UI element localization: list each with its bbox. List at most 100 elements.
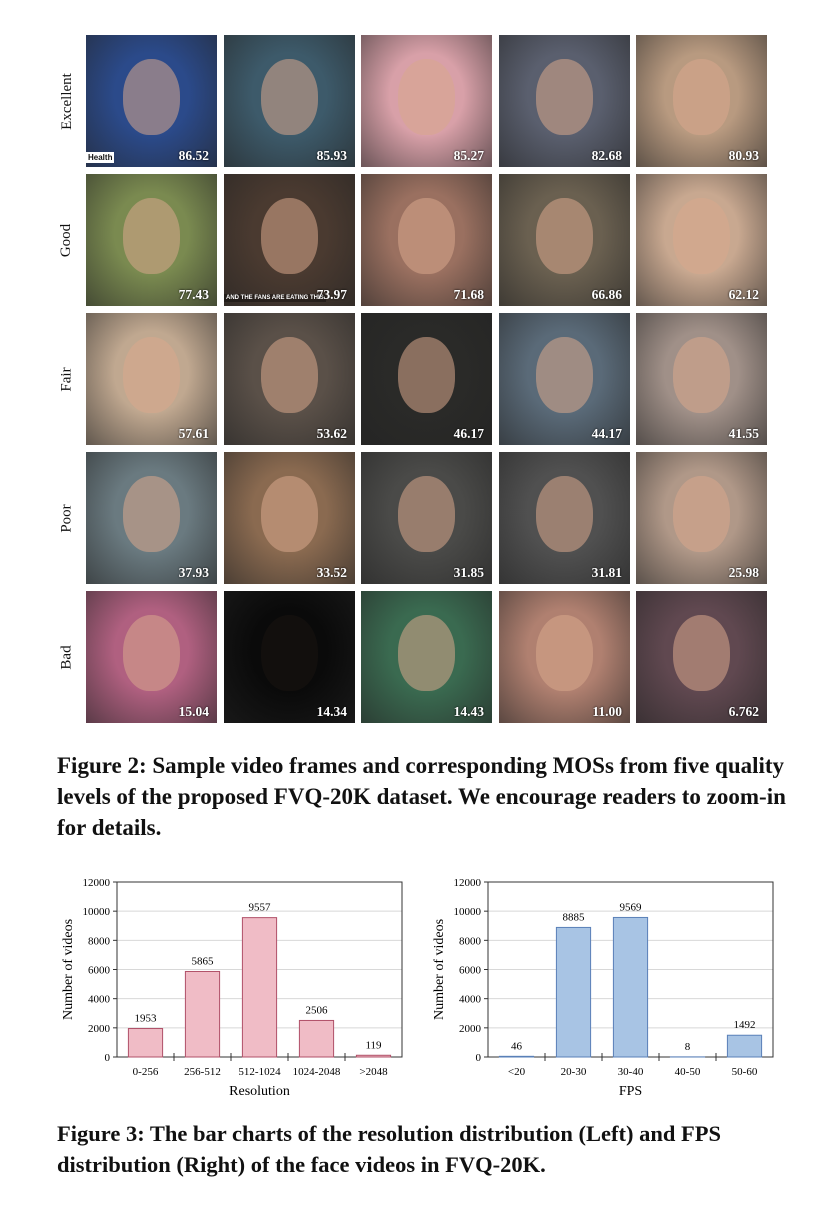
mos-score: 6.762 <box>728 704 759 719</box>
face-image <box>672 614 731 692</box>
video-frame: 31.85 <box>361 452 492 584</box>
video-frame: 85.93 <box>224 35 355 167</box>
frame-overlay-text: Health <box>86 152 115 163</box>
mos-score: 62.12 <box>728 287 759 302</box>
bar-512-1024 <box>241 917 278 1058</box>
video-frame: 80.93 <box>636 35 767 167</box>
bar-20-30 <box>555 926 592 1058</box>
video-frame: 37.93 <box>86 452 217 584</box>
video-frame: 6.762 <box>636 591 767 723</box>
frame-overlay-text: AND THE FANS ARE EATING THIS <box>224 294 326 302</box>
x-axis-label: Resolution <box>229 1084 290 1099</box>
video-frame: 44.17 <box>499 313 630 445</box>
video-frame: 82.68 <box>499 35 630 167</box>
video-frame: Health 86.52 <box>86 35 217 167</box>
mos-score: 33.52 <box>316 565 347 580</box>
mos-score: 66.86 <box>591 287 622 302</box>
bar-256-512 <box>184 970 221 1058</box>
face-image <box>260 475 319 553</box>
face-image <box>397 475 456 553</box>
mos-score: 53.62 <box>316 426 347 441</box>
bar-30-40 <box>612 916 649 1058</box>
figure-2-caption: Figure 2: Sample video frames and corres… <box>57 753 786 840</box>
mos-score: 85.27 <box>453 148 484 163</box>
face-image <box>672 336 731 414</box>
x-tick-label: >2048 <box>359 1066 388 1078</box>
mos-score: 14.43 <box>453 704 484 719</box>
mos-score: 14.34 <box>316 704 347 719</box>
face-image <box>535 197 594 275</box>
x-tick-label: 0-256 <box>133 1066 159 1078</box>
y-tick-label: 12000 <box>83 877 111 889</box>
video-frame: 14.43 <box>361 591 492 723</box>
mos-score: 71.68 <box>453 287 484 302</box>
y-tick-label: 6000 <box>459 965 482 977</box>
video-frame: 41.55 <box>636 313 767 445</box>
data-label: 5865 <box>192 955 215 967</box>
video-frame: 46.17 <box>361 313 492 445</box>
video-frame: 25.98 <box>636 452 767 584</box>
x-tick-label: <20 <box>508 1066 526 1078</box>
x-tick-label: 40-50 <box>675 1066 701 1078</box>
face-image <box>397 197 456 275</box>
x-axis-label: FPS <box>619 1084 642 1099</box>
y-tick-label: 2000 <box>88 1023 111 1035</box>
y-tick-label: 8000 <box>459 935 482 947</box>
figure-3-charts: 0 2000 4000 6000 8000 10000 12000 1953 0-256 5865… <box>61 877 774 1099</box>
y-tick-label: 8000 <box>88 935 111 947</box>
face-image <box>672 475 731 553</box>
figure-3-caption: Figure 3: The bar charts of the resoluti… <box>57 1121 721 1177</box>
video-frame: 71.68 <box>361 174 492 306</box>
video-frame: 31.81 <box>499 452 630 584</box>
x-tick-label: 30-40 <box>618 1066 644 1078</box>
mos-score: 31.81 <box>591 565 622 580</box>
data-label: 8885 <box>563 911 586 923</box>
data-label: 1953 <box>135 1013 158 1025</box>
data-label: 46 <box>511 1040 523 1052</box>
face-image <box>397 614 456 692</box>
x-tick-label: 1024-2048 <box>293 1066 341 1078</box>
face-image <box>122 475 181 553</box>
bar-<20 <box>498 1055 535 1058</box>
mos-score: 57.61 <box>178 426 209 441</box>
face-image <box>122 336 181 414</box>
mos-score: 37.93 <box>178 565 209 580</box>
face-image <box>397 58 456 136</box>
y-tick-label: 6000 <box>88 965 111 977</box>
face-image <box>122 197 181 275</box>
mos-score: 82.68 <box>591 148 622 163</box>
data-label: 119 <box>365 1039 382 1051</box>
bar->2048 <box>355 1054 392 1058</box>
face-image <box>535 475 594 553</box>
face-image <box>397 336 456 414</box>
data-label: 1492 <box>734 1019 756 1031</box>
face-image <box>535 58 594 136</box>
video-frame: 53.62 <box>224 313 355 445</box>
bar-50-60 <box>726 1034 763 1058</box>
face-image <box>260 336 319 414</box>
mos-score: 85.93 <box>316 148 347 163</box>
face-image <box>260 197 319 275</box>
data-label: 9557 <box>249 902 272 914</box>
y-tick-label: 0 <box>476 1052 482 1064</box>
mos-score: 86.52 <box>178 148 209 163</box>
mos-score: 15.04 <box>178 704 209 719</box>
y-axis-label: Number of videos <box>432 919 447 1020</box>
video-frame: 11.00 <box>499 591 630 723</box>
mos-score: 80.93 <box>728 148 759 163</box>
y-tick-label: 0 <box>105 1052 111 1064</box>
video-frame: 77.43 <box>86 174 217 306</box>
mos-score: 73.97 <box>316 287 347 302</box>
y-tick-label: 12000 <box>454 877 482 889</box>
x-tick-label: 256-512 <box>184 1066 221 1078</box>
mos-score: 46.17 <box>453 426 484 441</box>
y-tick-label: 2000 <box>459 1023 482 1035</box>
y-tick-label: 4000 <box>459 994 482 1006</box>
x-tick-label: 20-30 <box>561 1066 587 1078</box>
x-tick-label: 50-60 <box>732 1066 758 1078</box>
data-label: 2506 <box>306 1004 329 1016</box>
face-image <box>672 197 731 275</box>
y-tick-label: 10000 <box>454 906 482 918</box>
video-frame: 85.27 <box>361 35 492 167</box>
face-image <box>672 58 731 136</box>
